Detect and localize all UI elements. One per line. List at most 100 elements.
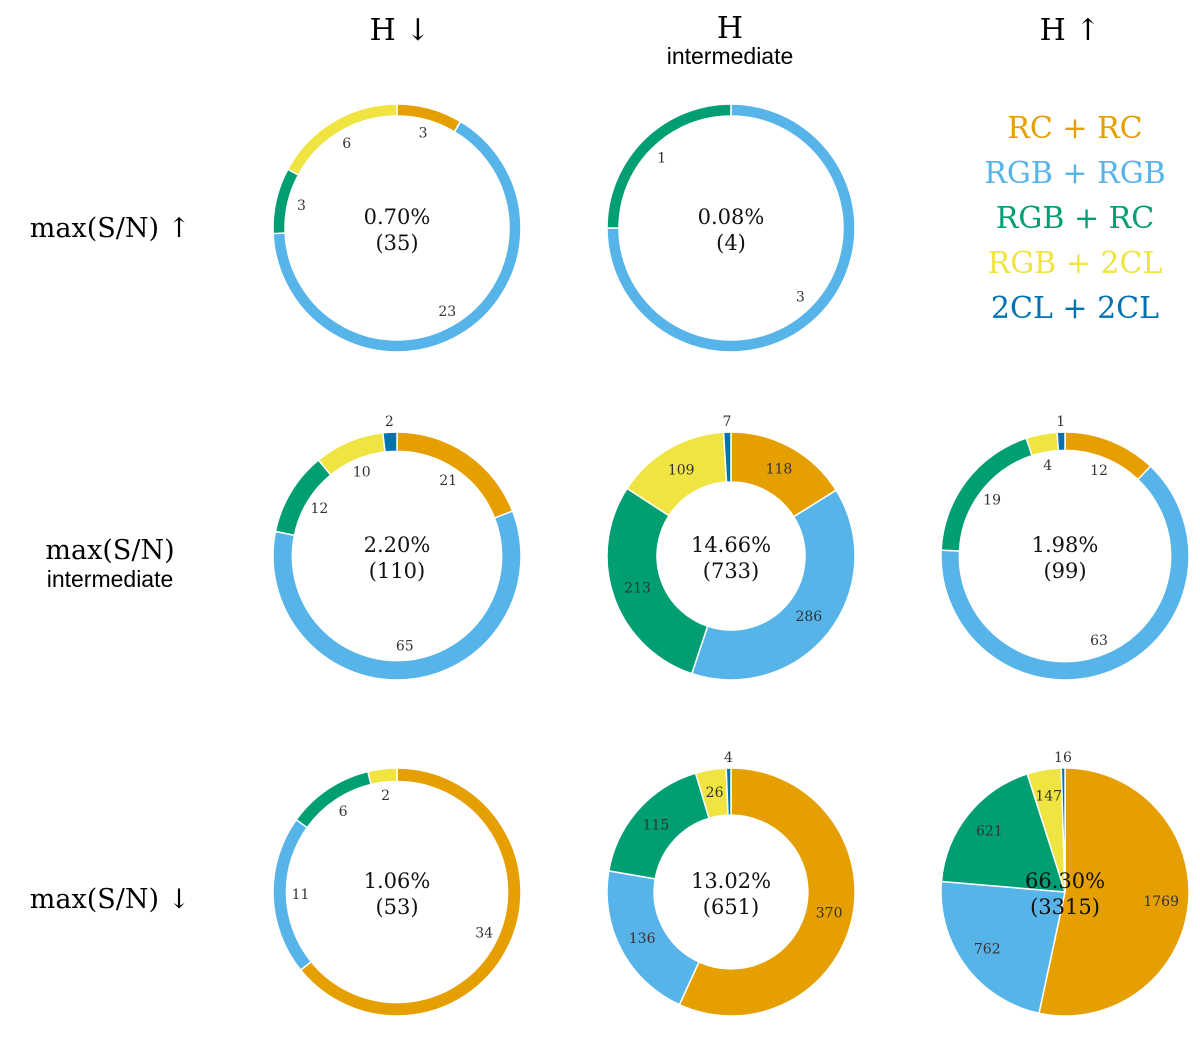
segment-label-rgb-rgb: 286 [795, 609, 822, 625]
row-label-sn-low: max(S/N) ↓ [10, 885, 210, 915]
segment-label-rgb-rgb: 23 [438, 304, 456, 320]
legend-item-rgb-rc: RGB + RC [995, 201, 1155, 236]
segment-label-rgb-rgb: 63 [1090, 633, 1108, 649]
legend: RC + RC RGB + RGB RGB + RC RGB + 2CL 2CL… [960, 106, 1190, 331]
row-label-sn-intermediate: max(S/N) intermediate [10, 535, 210, 593]
segment-rgb-2cl [1025, 431, 1060, 457]
segment-label-rgb-2cl: 6 [342, 136, 351, 152]
center-percent: 1.98% [1032, 533, 1099, 557]
segment-rgb-2cl [286, 103, 398, 176]
center-percent: 14.66% [691, 533, 771, 557]
segment-rc-rc [1038, 767, 1190, 1017]
segment-label-rgb-2cl: 10 [353, 465, 371, 481]
segment-rgb-rc [274, 458, 332, 537]
segment-label-rgb-rgb: 136 [629, 931, 656, 947]
center-count: (733) [703, 559, 759, 583]
segment-label-rgb-2cl: 109 [668, 462, 695, 478]
segment-label-2cl-2cl: 4 [724, 750, 733, 766]
segment-rgb-rc [606, 487, 709, 675]
segment-2cl-2cl [382, 431, 398, 453]
segment-label-rc-rc: 34 [475, 926, 493, 942]
center-percent: 2.20% [364, 533, 431, 557]
legend-item-rgb-rgb: RGB + RGB [984, 156, 1166, 191]
legend-item-2cl-2cl: 2CL + 2CL [990, 291, 1160, 326]
segment-label-rgb-2cl: 147 [1035, 789, 1062, 805]
segment-label-rc-rc: 118 [766, 461, 793, 477]
center-count: (53) [375, 895, 418, 919]
legend-item-rgb-2cl: RGB + 2CL [987, 246, 1163, 281]
segment-2cl-2cl [722, 431, 732, 483]
center-percent: 66.30% [1025, 869, 1105, 893]
column-header-label: H ↑ [1039, 13, 1101, 48]
segment-label-rgb-2cl: 4 [1043, 458, 1052, 474]
segment-label-rgb-rc: 115 [643, 817, 670, 833]
donut-chart-r1-c1: 118 286 213 109 7 14.66%(733) [606, 414, 856, 681]
center-count: (651) [703, 895, 759, 919]
legend-item-rc-rc: RC + RC [1007, 111, 1143, 146]
row-label-text: max(S/N) ↓ [29, 884, 191, 915]
segment-label-rgb-rc: 12 [310, 501, 328, 517]
segment-label-rgb-rc: 19 [983, 493, 1001, 509]
segment-2cl-2cl [725, 767, 732, 816]
segment-rgb-2cl [366, 767, 398, 786]
donut-chart-r0-c1: 3 1 0.08%(4) [606, 103, 856, 353]
segment-label-rgb-rc: 621 [976, 824, 1003, 840]
segment-label-2cl-2cl: 7 [723, 414, 732, 430]
center-count: (35) [375, 231, 418, 255]
segment-label-rgb-rgb: 11 [292, 887, 310, 903]
segment-2cl-2cl [1060, 767, 1066, 893]
segment-label-rgb-rc: 3 [297, 198, 306, 214]
center-percent: 13.02% [691, 869, 771, 893]
segment-rc-rc [396, 103, 462, 133]
segment-rgb-rgb [690, 489, 856, 681]
segment-label-rc-rc: 1769 [1143, 894, 1179, 910]
segment-rgb-rc [295, 770, 372, 829]
row-label-text: max(S/N) [45, 535, 175, 566]
center-percent: 0.70% [364, 205, 431, 229]
segment-label-rgb-rc: 6 [339, 804, 348, 820]
segment-label-rc-rc: 12 [1090, 463, 1108, 479]
segment-rc-rc [678, 767, 856, 1017]
segment-rgb-2cl [317, 431, 386, 477]
center-count: (4) [716, 231, 746, 255]
segment-label-2cl-2cl: 1 [1056, 414, 1065, 430]
segment-rgb-rgb [940, 880, 1066, 1015]
column-header-h-low: H ↓ [300, 16, 500, 46]
segment-label-2cl-2cl: 2 [385, 414, 394, 430]
column-header-label: H ↓ [369, 13, 431, 48]
segment-label-rgb-2cl: 2 [381, 788, 390, 804]
segment-2cl-2cl [1056, 431, 1066, 452]
segment-rgb-rc [272, 168, 300, 235]
segment-label-rc-rc: 370 [816, 905, 843, 921]
center-percent: 0.08% [698, 205, 765, 229]
segment-rgb-rc [606, 103, 732, 229]
donut-chart-r2-c1: 370 136 115 26 4 13.02%(651) [606, 750, 856, 1017]
segment-label-rgb-rgb: 65 [396, 638, 414, 654]
column-header-label: H [716, 11, 744, 46]
segment-label-rgb-rc: 213 [624, 581, 651, 597]
row-label-sublabel: intermediate [46, 566, 174, 592]
column-header-h-high: H ↑ [970, 16, 1170, 46]
segment-label-rgb-rgb: 762 [974, 942, 1001, 958]
segment-label-rc-rc: 21 [439, 473, 457, 489]
segment-label-2cl-2cl: 16 [1054, 750, 1072, 766]
column-header-h-intermediate: H intermediate [630, 11, 830, 69]
donut-chart-r0-c0: 3 23 3 6 0.70%(35) [272, 103, 522, 353]
row-label-sn-high: max(S/N) ↑ [10, 214, 210, 244]
segment-label-rc-rc: 3 [419, 126, 428, 142]
center-count: (110) [369, 559, 425, 583]
donut-chart-r2-c0: 34 11 6 2 1.06%(53) [272, 767, 522, 1017]
donut-chart-r2-c2: 1769 762 621 147 16 66.30%(3315) [940, 750, 1190, 1017]
center-count: (3315) [1030, 895, 1100, 919]
donut-chart-r1-c2: 12 63 19 4 1 1.98%(99) [940, 414, 1190, 681]
donut-chart-r1-c0: 21 65 12 10 2 2.20%(110) [272, 414, 522, 681]
segment-label-rgb-2cl: 26 [706, 785, 724, 801]
center-count: (99) [1043, 559, 1086, 583]
segment-rgb-rc [940, 772, 1067, 893]
column-header-sublabel: intermediate [666, 43, 794, 69]
row-label-text: max(S/N) ↑ [29, 213, 191, 244]
segment-label-rgb-rc: 1 [657, 151, 666, 167]
segment-label-rgb-rgb: 3 [796, 289, 805, 305]
center-percent: 1.06% [364, 869, 431, 893]
